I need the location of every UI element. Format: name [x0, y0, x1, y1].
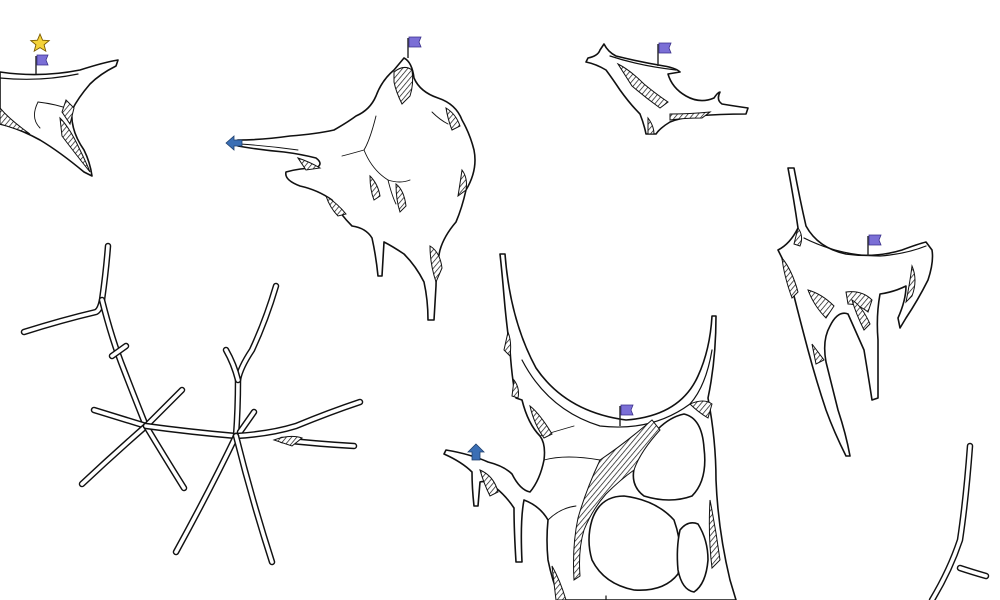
flag-island-right[interactable] [867, 234, 882, 256]
flag-icon [36, 54, 49, 66]
island-bottom-center [443, 253, 737, 600]
flag-icon [868, 234, 882, 246]
flag-island-top-center[interactable] [407, 36, 422, 58]
branch-right-edge [928, 442, 990, 600]
island-top-right [585, 43, 749, 135]
island-top-center [234, 57, 476, 321]
flag-island-top-right[interactable] [657, 42, 672, 66]
flag-icon [408, 36, 422, 48]
flag-icon [620, 404, 634, 416]
flag-island-top-left[interactable] [35, 54, 49, 74]
arrow-icon[interactable] [467, 443, 485, 461]
branch-cluster-left [20, 242, 364, 566]
flag-island-bottom-center[interactable] [619, 404, 634, 426]
flag-icon [658, 42, 672, 54]
arrow-icon[interactable] [225, 135, 243, 151]
island-right [777, 167, 934, 457]
star-icon[interactable] [29, 32, 51, 53]
island-top-left [0, 59, 119, 177]
